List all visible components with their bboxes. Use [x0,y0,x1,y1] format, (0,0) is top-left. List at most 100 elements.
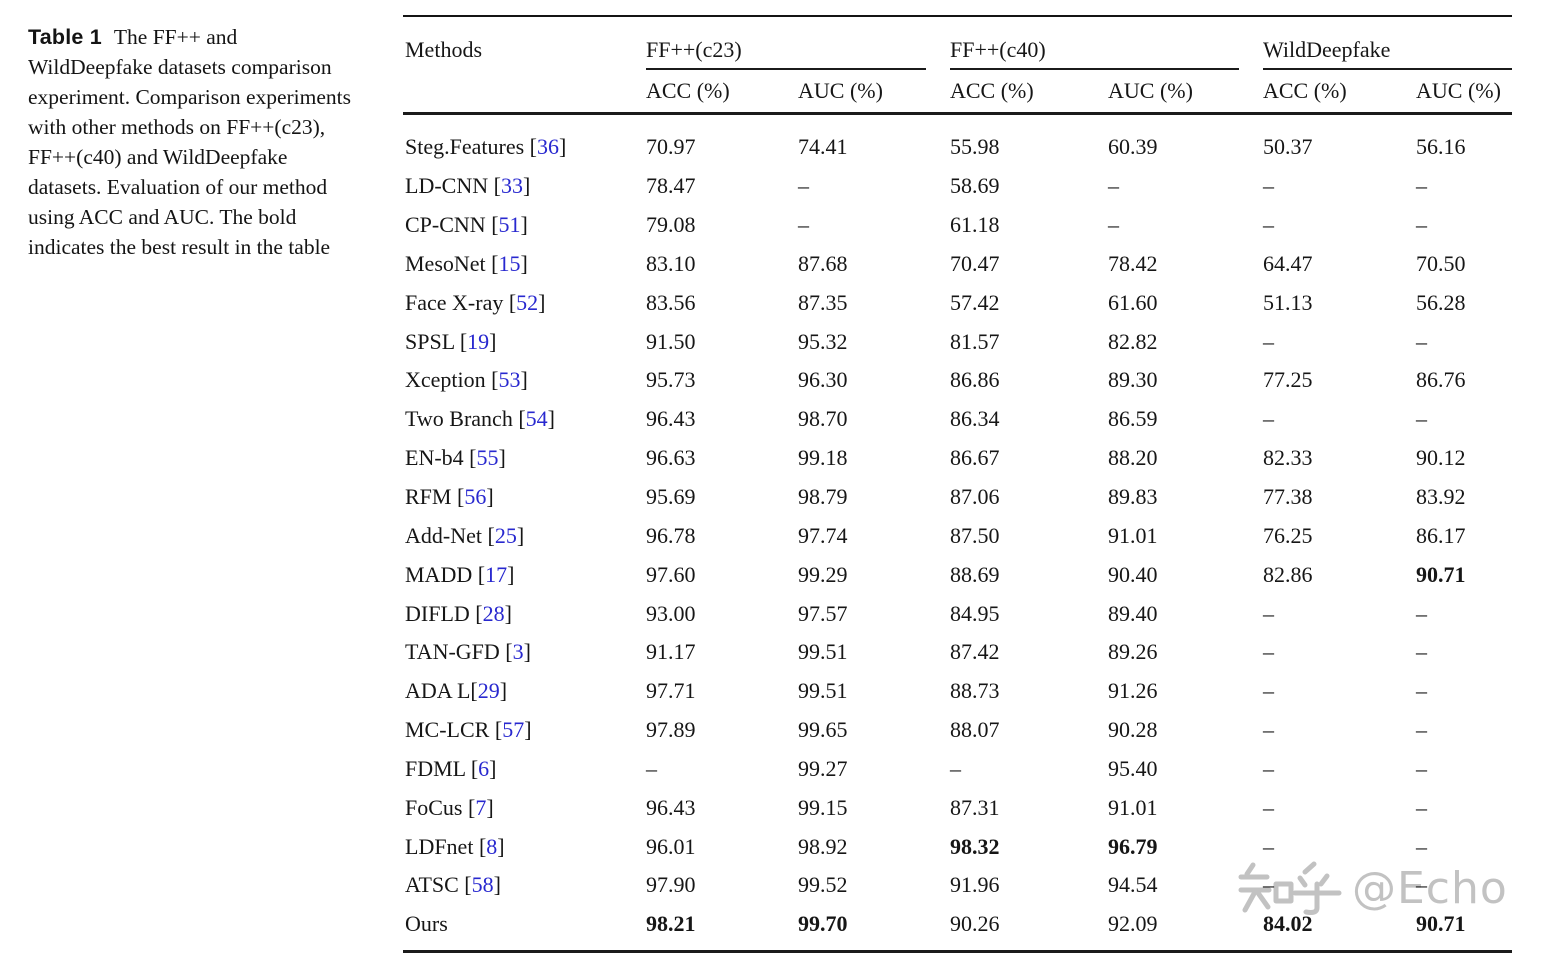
value-cell: 90.71 [1416,561,1466,587]
value-cell: 88.20 [1108,445,1158,471]
value-cell: – [1416,678,1427,704]
value-cell: 74.41 [798,134,848,160]
method-cell: Two Branch [54] [403,406,646,432]
citation-link[interactable]: 52 [516,289,539,315]
method-name: RFM [405,484,457,510]
citation-link[interactable]: 19 [467,328,490,354]
value-cell: – [1108,212,1119,238]
citation-link[interactable]: 55 [476,445,499,471]
value-cell: 83.10 [646,250,696,276]
method-name: SPSL [405,328,460,354]
method-name: Two Branch [405,406,519,432]
table-row: Face X-ray [52] 83.56 87.35 57.42 61.60 … [403,283,1512,322]
group-header-label: FF++(c23) [646,37,742,62]
group-header-label: WildDeepfake [1263,37,1391,62]
value-cell: 96.78 [646,522,696,548]
citation-link[interactable]: 15 [498,250,521,276]
value-cell: – [1416,639,1427,665]
citation-link[interactable]: 6 [478,755,490,781]
citation-link[interactable]: 36 [536,134,559,160]
value-cell: 95.40 [1108,755,1158,781]
citation-link[interactable]: 56 [464,484,487,510]
method-cell: MC-LCR [57] [403,717,646,743]
citation-ref: [33] [493,173,531,199]
method-name: LDFnet [405,833,479,859]
value-cell: 89.40 [1108,600,1158,626]
table-row: MesoNet [15] 83.10 87.68 70.47 78.42 64.… [403,245,1512,284]
value-cell: – [1263,639,1274,665]
methods-column-header: Methods [405,37,482,62]
method-cell: MADD [17] [403,562,646,588]
value-cell: – [950,755,961,781]
group-header-ff-c40: FF++(c40) [950,17,1239,70]
method-name: ATSC [405,872,465,898]
table-row: DIFLD [28] 93.00 97.57 84.95 89.40 – – [403,594,1512,633]
citation-ref: [25] [487,522,525,548]
value-cell: – [798,173,809,199]
citation-link[interactable]: 28 [482,600,505,626]
value-cell: 87.31 [950,794,1000,820]
table-row: SPSL [19] 91.50 95.32 81.57 82.82 – – [403,322,1512,361]
value-cell: 89.83 [1108,484,1158,510]
value-cell: 91.17 [646,639,696,665]
value-cell: 96.79 [1108,833,1158,859]
citation-link[interactable]: 33 [500,173,523,199]
value-cell: 99.70 [798,911,848,937]
table-row: MC-LCR [57] 97.89 99.65 88.07 90.28 – – [403,711,1512,750]
citation-ref: [8] [478,833,505,859]
citation-ref: [58] [464,872,501,898]
table-body: Steg.Features [36] 70.97 74.41 55.98 60.… [403,115,1512,950]
value-cell: 97.74 [798,522,848,548]
citation-link[interactable]: 7 [475,794,487,820]
value-cell: 57.42 [950,289,1000,315]
value-cell: 93.00 [646,600,696,626]
citation-ref: [55] [469,445,506,471]
method-name: Ours [405,911,448,937]
value-cell: 98.79 [798,484,848,510]
value-cell: – [1416,717,1427,743]
method-name: Steg.Features [405,134,530,160]
citation-ref: [54] [518,406,555,432]
caption-text: The FF++ and WildDeepfake datasets compa… [28,25,352,259]
citation-link[interactable]: 8 [486,833,498,859]
table-row: Xception [53] 95.73 96.30 86.86 89.30 77… [403,361,1512,400]
citation-link[interactable]: 17 [485,561,508,587]
value-cell: 99.51 [798,678,848,704]
citation-link[interactable]: 53 [498,367,521,393]
col-header-auc-c40: AUC (%) [1108,78,1193,103]
value-cell: 78.47 [646,173,696,199]
method-cell: LD-CNN [33] [403,173,646,199]
value-cell: 76.25 [1263,522,1313,548]
citation-link[interactable]: 51 [498,212,521,238]
table-row: ADA L[29] 97.71 99.51 88.73 91.26 – – [403,672,1512,711]
citation-link[interactable]: 54 [525,406,548,432]
value-cell: 70.50 [1416,250,1466,276]
watermark-handle: @Echo [1352,862,1508,914]
method-cell: MesoNet [15] [403,251,646,277]
value-cell: 86.76 [1416,367,1466,393]
table-group-header: Methods FF++(c23) FF++(c40) WildDeepfake [403,17,1512,70]
value-cell: 83.92 [1416,484,1466,510]
value-cell: – [1263,212,1274,238]
method-cell: RFM [56] [403,484,646,510]
value-cell: 51.13 [1263,289,1313,315]
citation-link[interactable]: 58 [471,872,494,898]
value-cell: – [1263,833,1274,859]
value-cell: 86.59 [1108,406,1158,432]
value-cell: 87.06 [950,484,1000,510]
method-name: FoCus [405,794,468,820]
value-cell: 99.15 [798,794,848,820]
citation-link[interactable]: 25 [494,522,517,548]
value-cell: 98.21 [646,911,696,937]
value-cell: – [1263,872,1274,898]
citation-link[interactable]: 29 [477,678,500,704]
citation-link[interactable]: 3 [512,639,524,665]
table-row: FoCus [7] 96.43 99.15 87.31 91.01 – – [403,788,1512,827]
citation-link[interactable]: 57 [502,717,525,743]
zhihu-brand-glyphs-icon [1238,861,1342,915]
value-cell: 97.57 [798,600,848,626]
group-header-wilddeepfake: WildDeepfake [1263,17,1512,70]
value-cell: 83.56 [646,289,696,315]
citation-ref: [56] [456,484,494,510]
